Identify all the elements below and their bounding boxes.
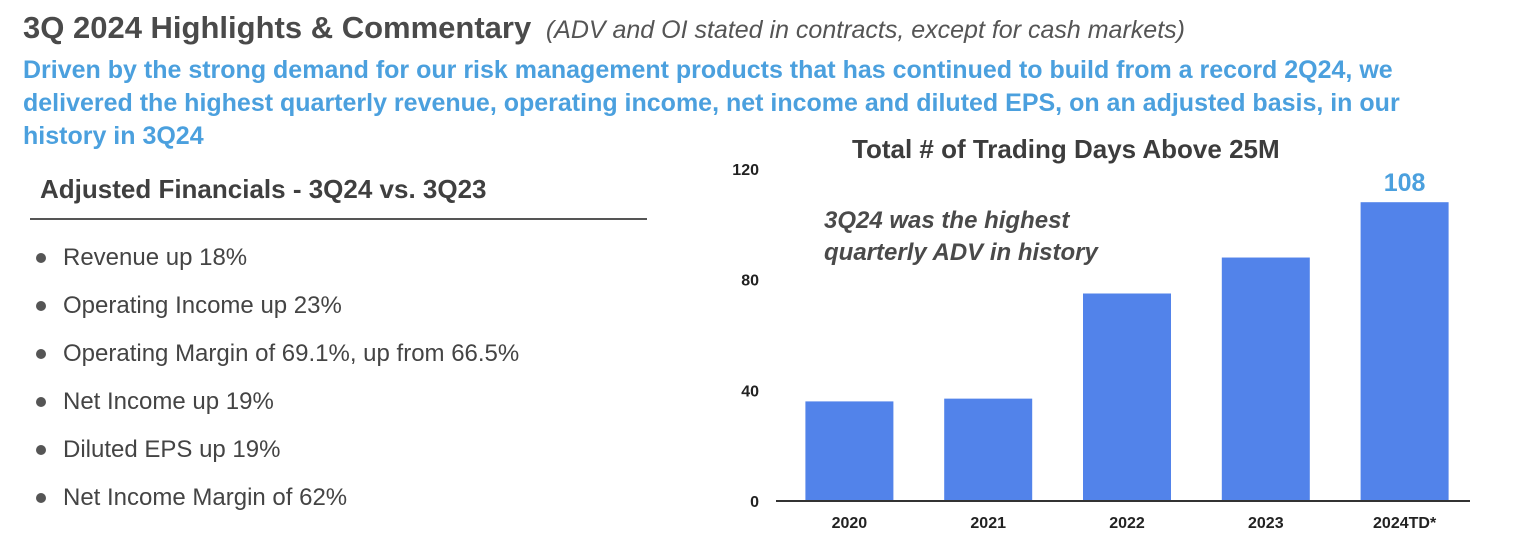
y-tick-label: 40 (741, 383, 759, 400)
financials-list: Revenue up 18% Operating Income up 23% O… (36, 234, 519, 522)
financials-item-operating-margin: Operating Margin of 69.1%, up from 66.5% (36, 330, 519, 378)
financials-item-text: Operating Income up 23% (63, 292, 342, 319)
bar (805, 401, 894, 501)
bar (1083, 293, 1171, 501)
y-tick-label: 0 (750, 494, 759, 511)
bullet-icon (36, 445, 46, 455)
financials-item-text: Operating Margin of 69.1%, up from 66.5% (63, 340, 520, 367)
x-tick-label: 2024TD* (1373, 515, 1437, 532)
chart-annotation-line-1: 3Q24 was the highest (824, 207, 1070, 234)
x-tick-label: 2022 (1109, 515, 1145, 532)
y-tick-label: 120 (732, 162, 759, 179)
x-tick-label: 2023 (1248, 515, 1284, 532)
x-tick-label: 2021 (970, 515, 1006, 532)
bullet-icon (36, 253, 46, 263)
financials-item-revenue: Revenue up 18% (36, 234, 519, 282)
financials-item-text: Revenue up 18% (63, 244, 248, 271)
chart-annotation-line-2: quarterly ADV in history (824, 239, 1098, 266)
bullet-icon (36, 301, 46, 311)
financials-divider (30, 218, 647, 220)
bullet-icon (36, 349, 46, 359)
financials-item-text: Net Income up 19% (63, 388, 274, 415)
x-tick-label: 2020 (832, 515, 868, 532)
bar (1221, 257, 1310, 501)
financials-item-net-income-margin: Net Income Margin of 62% (36, 474, 519, 522)
financials-item-diluted-eps: Diluted EPS up 19% (36, 426, 519, 474)
financials-item-operating-income: Operating Income up 23% (36, 282, 519, 330)
page-title: 3Q 2024 Highlights & Commentary (ADV and… (23, 10, 1185, 46)
title-subtitle: (ADV and OI stated in contracts, except … (545, 16, 1185, 44)
chart-annotation: 3Q24 was the highest quarterly ADV in hi… (824, 205, 1098, 269)
financials-item-text: Diluted EPS up 19% (63, 436, 281, 463)
financials-item-text: Net Income Margin of 62% (63, 484, 348, 511)
bullet-icon (36, 397, 46, 407)
title-main: 3Q 2024 Highlights & Commentary (23, 10, 532, 45)
financials-heading: Adjusted Financials - 3Q24 vs. 3Q23 (40, 174, 487, 204)
bar (944, 398, 1033, 501)
financials-item-net-income: Net Income up 19% (36, 378, 519, 426)
data-label: 108 (1384, 169, 1426, 197)
lead-commentary: Driven by the strong demand for our risk… (23, 56, 1400, 150)
bar (1360, 202, 1449, 501)
chart-title: Total # of Trading Days Above 25M (852, 134, 1280, 164)
bullet-icon (36, 493, 46, 503)
y-tick-label: 80 (741, 273, 759, 290)
